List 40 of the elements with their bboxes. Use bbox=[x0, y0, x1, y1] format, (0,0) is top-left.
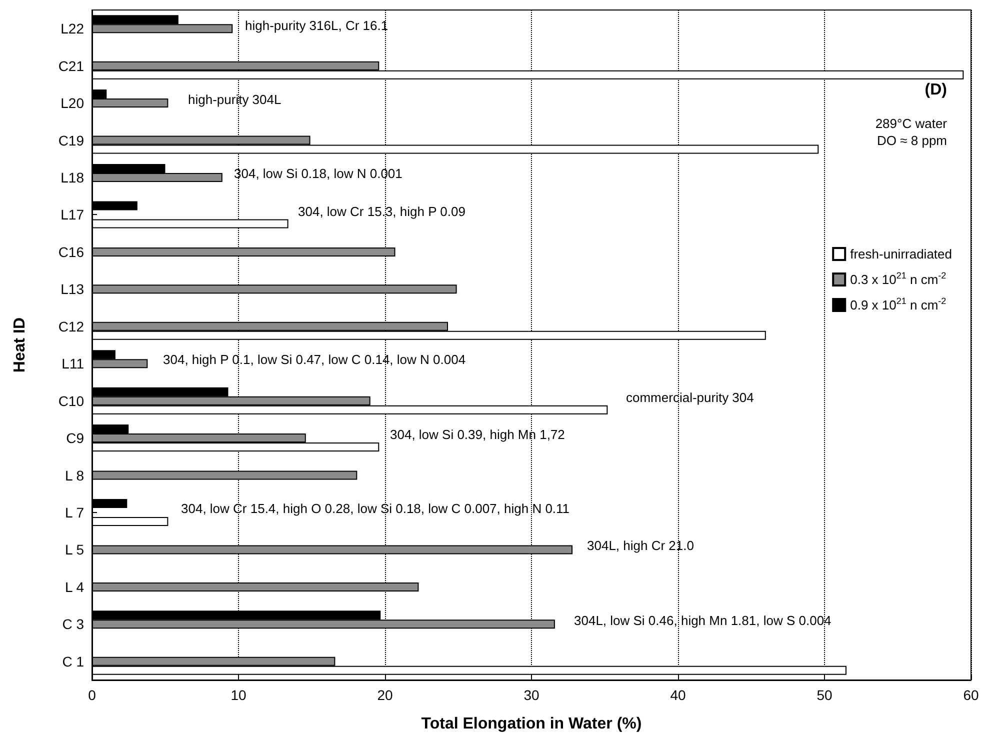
annotation: 304, low Cr 15.3, high P 0.09 bbox=[298, 204, 466, 219]
annotation: commercial-purity 304 bbox=[626, 390, 754, 405]
annotation: 304, low Si 0.39, high Mn 1,72 bbox=[390, 427, 565, 442]
y-tick-label: L13 bbox=[60, 281, 84, 298]
x-tick-label: 50 bbox=[816, 687, 832, 703]
y-tick-label: C12 bbox=[58, 318, 84, 334]
x-tick-label: 10 bbox=[230, 687, 246, 703]
y-tick-label: L11 bbox=[62, 356, 84, 372]
y-tick-label: L 7 bbox=[65, 504, 84, 520]
x-tick-label: 60 bbox=[963, 687, 979, 703]
y-tick-label: L18 bbox=[60, 170, 84, 186]
y-tick-label: L17 bbox=[60, 206, 84, 223]
annotation: DO ≈ 8 ppm bbox=[877, 133, 948, 148]
y-tick-label: L 8 bbox=[65, 467, 84, 484]
annotation: 289°C water bbox=[875, 116, 948, 131]
x-tick-label: 30 bbox=[524, 687, 540, 703]
y-tick-label: C9 bbox=[66, 430, 84, 446]
y-tick-label: L 5 bbox=[65, 542, 84, 558]
y-tick-label: L22 bbox=[60, 20, 84, 37]
y-tick-label: C16 bbox=[58, 244, 84, 260]
annotation: 304L, low Si 0.46, high Mn 1.81, low S 0.004 bbox=[574, 613, 832, 628]
y-tick-label: L20 bbox=[60, 95, 84, 112]
y-tick-label: C19 bbox=[58, 132, 84, 148]
annotation: 304, high P 0.1, low Si 0.47, low C 0.14, low N 0.004 bbox=[163, 352, 466, 367]
y-tick-label: C 1 bbox=[62, 653, 84, 670]
y-tick-label: L 4 bbox=[65, 578, 84, 595]
x-tick-label: 40 bbox=[670, 687, 686, 703]
y-axis-title: Heat ID bbox=[12, 317, 28, 373]
legend-label: fresh-unirradiated bbox=[850, 246, 952, 262]
annotation: high-purity 304L bbox=[188, 92, 282, 107]
annotation: high-purity 316L, Cr 16.1 bbox=[245, 18, 388, 33]
y-tick-label: C21 bbox=[58, 58, 84, 74]
x-tick-label: 20 bbox=[377, 687, 393, 703]
annotation: 304L, high Cr 21.0 bbox=[587, 538, 694, 553]
y-tick-label: C 3 bbox=[62, 616, 84, 632]
x-tick-label: 0 bbox=[88, 687, 96, 703]
y-tick-label: C10 bbox=[58, 392, 84, 409]
annotation: (D) bbox=[924, 82, 948, 98]
x-axis-title: Total Elongation in Water (%) bbox=[421, 716, 642, 732]
annotation: 304, low Si 0.18, low N 0.001 bbox=[234, 166, 402, 181]
